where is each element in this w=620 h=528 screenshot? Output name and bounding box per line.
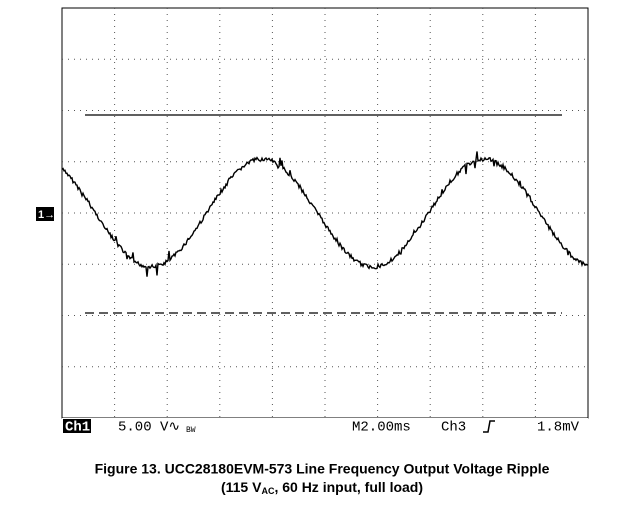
marker-box (36, 207, 54, 221)
caption-text: , 60 Hz input, full load) (274, 479, 423, 495)
vertical-scale: 5.00 V∿ (118, 420, 180, 436)
bandwidth-limit: BW (186, 426, 196, 435)
trigger-slope (483, 420, 495, 433)
caption-line1: Figure 13. UCC28180EVM-573 Line Frequenc… (95, 461, 550, 477)
caption-line2: (115 VAC, 60 Hz input, full load) (221, 479, 423, 497)
caption-subscript: AC (261, 486, 274, 496)
channel-box (63, 419, 91, 433)
caption-text: (115 V (221, 479, 262, 495)
timebase: M2.00ms (352, 420, 411, 436)
trigger-level: 1.8mV (537, 420, 580, 436)
trigger-source: Ch3 (441, 420, 466, 436)
channel-label: Ch1 (65, 420, 90, 436)
channel-marker: 1→ (38, 209, 55, 221)
status-bar (62, 418, 588, 434)
waveform (61, 151, 589, 277)
